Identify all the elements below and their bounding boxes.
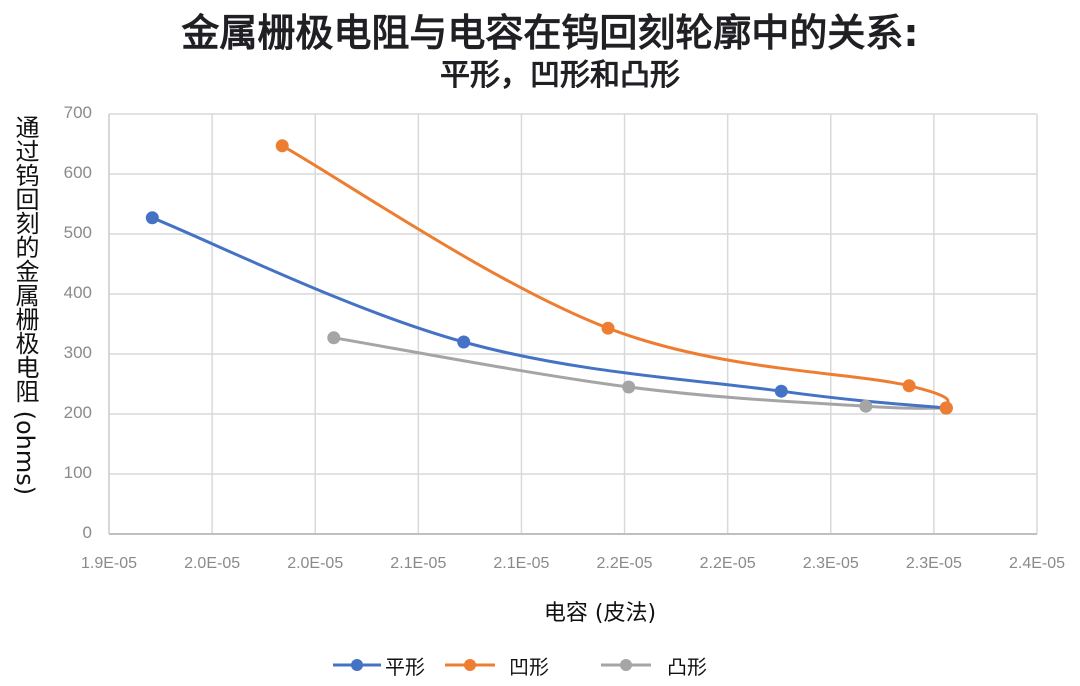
data-point[interactable] [601,321,615,335]
chart-title: 金属栅极电阻与电容在钨回刻轮廓中的关系: [181,11,919,55]
y-tick-label: 500 [63,223,92,242]
series-line [281,144,950,410]
y-axis-label: 通过钨回刻的金属栅极电阻 (ohms) [11,115,39,496]
data-point[interactable] [902,379,916,393]
x-tick-label: 2.4E-05 [1008,555,1066,572]
y-tick-label: 600 [63,163,92,182]
legend-item-convex[interactable]: 凸形 [601,650,707,680]
x-tick-label: 2.1E-05 [390,555,447,572]
y-tick-label: 0 [82,523,92,542]
legend-marker-icon [445,659,495,671]
data-point[interactable] [622,380,636,394]
series-line [333,336,947,410]
x-tick-label: 2.0E-05 [184,555,241,572]
legend-label: 平形 [385,654,425,679]
x-tick-label: 1.9E-05 [80,555,138,572]
data-point[interactable] [145,211,159,225]
plot-area [108,113,1038,535]
x-tick-label: 2.3E-05 [802,555,859,572]
data-point[interactable] [774,384,788,398]
series-line [151,216,947,410]
legend-marker-icon [333,659,381,671]
legend-item-flat[interactable]: 平形 [333,650,425,680]
legend-marker-icon [601,659,651,671]
x-tick-label: 2.2E-05 [596,555,653,572]
data-point[interactable] [859,399,873,413]
data-point[interactable] [275,139,289,153]
x-tick-label: 2.1E-05 [493,555,550,572]
y-tick-label: 400 [63,283,92,302]
legend-label: 凹形 [509,654,549,679]
x-tick-label: 2.0E-05 [287,555,344,572]
data-point[interactable] [939,401,953,415]
data-point[interactable] [327,331,341,345]
x-tick-label: 2.2E-05 [699,555,756,572]
y-tick-label: 200 [63,403,92,422]
y-tick-label: 100 [63,463,92,482]
y-tick-label: 700 [63,103,92,122]
legend-label: 凸形 [667,654,707,679]
legend: 平形 凹形 凸形 [0,650,1080,680]
data-point[interactable] [457,335,471,349]
legend-item-concave[interactable]: 凹形 [445,650,549,680]
x-tick-label: 2.3E-05 [905,555,962,572]
y-tick-label: 300 [63,343,92,362]
chart-subtitle: 平形，凹形和凸形 [440,58,680,93]
x-axis-label: 电容 (皮法) [543,601,657,626]
